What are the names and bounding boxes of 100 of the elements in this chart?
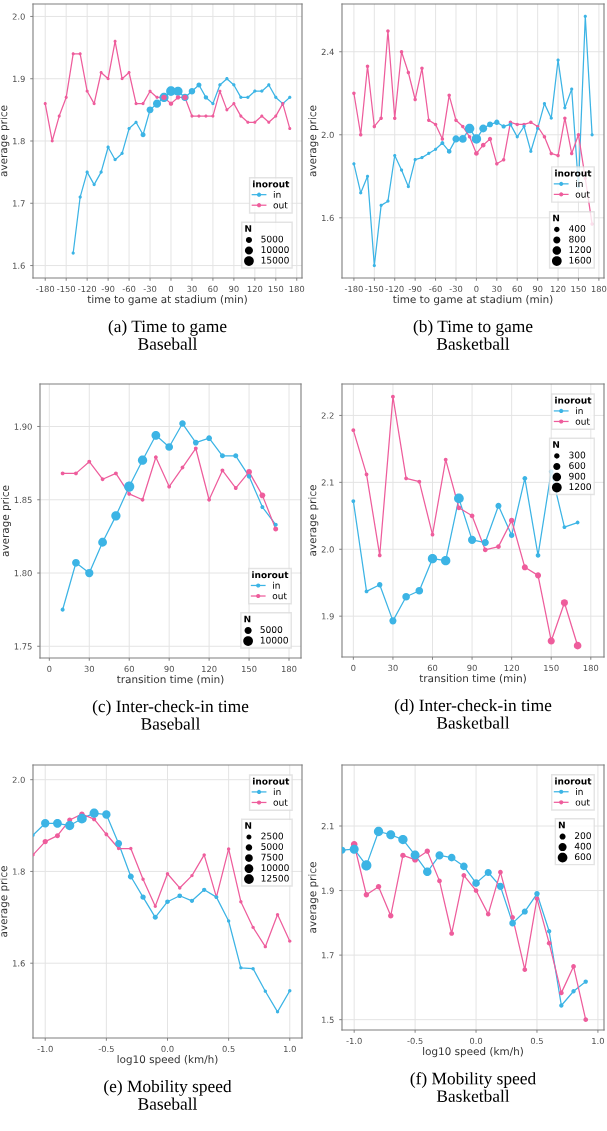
x-axis-title: transition time (min): [117, 675, 224, 685]
annotation: N: [558, 821, 565, 829]
x-tick-label: 0: [474, 285, 479, 293]
legend-label: in: [576, 407, 583, 415]
legend-label: 15000: [261, 256, 289, 264]
x-tick-label: 0.5: [222, 1045, 235, 1053]
x-tick-label: 60: [124, 665, 134, 673]
x-axis-title: time to game at stadium (min): [393, 295, 553, 306]
y-tick-label: 2.0: [12, 13, 25, 20]
x-tick-label: 120: [551, 285, 566, 293]
legend-label: in: [273, 581, 280, 589]
x-tick-label: 30: [84, 665, 95, 673]
y-axis-title: average price: [308, 485, 319, 556]
y-tick-label: 1.6: [13, 262, 25, 269]
legend-label: 1200: [569, 246, 591, 254]
x-tick-label: -150: [365, 285, 384, 293]
legend-label: 400: [569, 225, 586, 232]
text: (e) Mobility speed Baseball: [104, 1080, 232, 1110]
x-tick-label: -90: [408, 285, 422, 293]
y-tick-label: 2.2: [321, 412, 334, 419]
legend-label: in: [273, 788, 281, 796]
x-tick-label: 180: [289, 285, 305, 293]
legend-title: inorout: [253, 180, 290, 188]
text: (d) Inter-check-in time Basketball: [394, 699, 552, 729]
legend-label: 300: [569, 451, 586, 459]
x-tick-label: 0: [351, 664, 356, 672]
y-axis-title: average price: [0, 866, 10, 937]
legend-label: out: [273, 202, 288, 209]
legend-label: in: [576, 788, 583, 795]
y-tick-label: 1.8: [13, 868, 25, 875]
x-tick-label: -60: [429, 285, 442, 293]
x-tick-label: 0: [47, 665, 52, 673]
text: (f) Mobility speed Basketball: [410, 1072, 536, 1102]
x-tick-label: 120: [202, 665, 217, 673]
annotation: N: [245, 225, 252, 232]
x-tick-label: 30: [187, 285, 197, 293]
x-tick-label: -150: [57, 285, 76, 293]
legend-label: 900: [569, 472, 586, 480]
legend-label: 10000: [261, 864, 289, 872]
x-tick-label: 60: [427, 664, 438, 672]
y-axis-title: average price: [308, 105, 319, 177]
legend-label: 200: [574, 832, 591, 840]
y-tick-label: 2.1: [321, 479, 334, 486]
legend-label: 600: [569, 462, 586, 469]
x-tick-label: 150: [268, 285, 284, 293]
legend-label: 1200: [569, 483, 591, 491]
x-tick-label: 90: [164, 665, 174, 673]
x-tick-label: -180: [36, 285, 55, 293]
y-tick-label: 2.4: [321, 48, 334, 55]
legend-label: out: [575, 418, 590, 425]
annotation: N: [244, 615, 251, 623]
x-tick-label: 0: [168, 285, 174, 293]
x-tick-label: 90: [467, 664, 477, 672]
y-tick-label: 1.75: [14, 643, 32, 650]
y-tick-label: 1.90: [14, 423, 32, 430]
x-tick-label: 1.0: [284, 1045, 296, 1053]
y-tick-label: 2.1: [321, 822, 334, 830]
x-tick-label: 60: [512, 285, 522, 293]
legend-label: 5000: [261, 843, 284, 850]
x-tick-label: -180: [344, 285, 363, 293]
legend-label: 5000: [261, 235, 284, 243]
x-axis-title: log10 speed (km/h): [117, 1055, 218, 1066]
y-tick-label: 1.9: [13, 75, 25, 83]
y-tick-label: 2.0: [12, 776, 25, 783]
x-tick-label: 150: [544, 664, 559, 672]
legend-title: inorout: [555, 396, 592, 404]
x-tick-label: 30: [492, 285, 502, 293]
legend-label: in: [273, 190, 281, 198]
x-tick-label: -1.0: [346, 1037, 362, 1045]
y-axis-title: average price: [0, 485, 12, 557]
x-tick-label: 150: [571, 285, 586, 293]
legend-label: 1600: [569, 256, 591, 264]
y-axis-title: average price: [0, 105, 10, 177]
x-tick-label: 0.0: [469, 1037, 483, 1045]
y-tick-label: 1.9: [322, 613, 334, 620]
x-axis-title: log10 speed (km/h): [423, 1047, 523, 1058]
text: (c) Inter-check-in time Baseball: [92, 700, 249, 730]
x-tick-label: 120: [504, 664, 520, 672]
x-tick-label: 150: [242, 665, 257, 673]
x-tick-label: -30: [449, 285, 463, 293]
legend-label: 2500: [261, 832, 284, 840]
legend-label: out: [575, 191, 590, 198]
legend-title: inorout: [252, 571, 289, 579]
x-tick-label: -90: [101, 285, 115, 293]
legend-title: inorout: [555, 777, 592, 785]
y-tick-label: 1.6: [322, 214, 334, 222]
x-tick-label: 120: [247, 285, 263, 293]
x-tick-label: -120: [78, 285, 97, 293]
x-tick-label: -0.5: [98, 1045, 114, 1053]
x-tick-label: -60: [122, 285, 136, 293]
legend-label: out: [272, 592, 287, 600]
y-tick-label: 1.7: [322, 952, 334, 959]
legend-label: 7500: [261, 853, 284, 861]
x-tick-label: 1.0: [592, 1037, 604, 1045]
annotation: N: [245, 822, 252, 829]
y-tick-label: 1.8: [13, 137, 25, 145]
legend-label: 10000: [260, 636, 288, 644]
legend-title: inorout: [253, 777, 290, 785]
legend-label: in: [576, 180, 583, 188]
y-tick-label: 1.6: [13, 960, 25, 967]
